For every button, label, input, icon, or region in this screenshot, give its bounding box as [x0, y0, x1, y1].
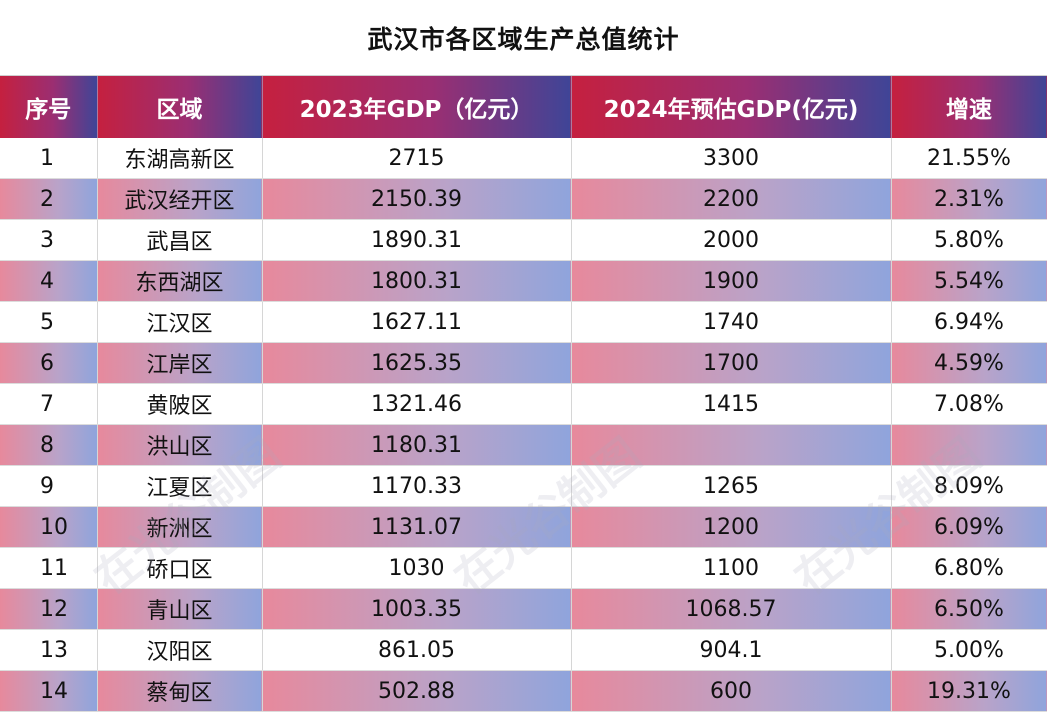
- cell-growth: 5.54%: [891, 260, 1047, 302]
- table-row: 14 蔡甸区 502.88 600 19.31%: [0, 670, 1047, 712]
- header-gdp-2024: 2024年预估GDP(亿元): [571, 76, 892, 138]
- cell-district: 新洲区: [97, 506, 263, 548]
- cell-gdp-2024: 1900: [571, 260, 892, 302]
- cell-district: 武汉经开区: [97, 178, 263, 220]
- cell-index: 12: [0, 588, 98, 630]
- cell-gdp-2024: 3300: [571, 138, 892, 179]
- cell-growth: 7.08%: [891, 383, 1047, 425]
- cell-gdp-2024: 1700: [571, 342, 892, 384]
- table-row: 10 新洲区 1131.07 1200 6.09%: [0, 506, 1047, 548]
- cell-district: 洪山区: [97, 424, 263, 466]
- cell-gdp-2023: 1890.31: [262, 219, 572, 261]
- cell-growth: 5.80%: [891, 219, 1047, 261]
- cell-index: 4: [0, 260, 98, 302]
- cell-growth: 6.94%: [891, 301, 1047, 343]
- cell-gdp-2024: 1740: [571, 301, 892, 343]
- cell-district: 青山区: [97, 588, 263, 630]
- cell-gdp-2023: 2715: [262, 138, 572, 179]
- header-row: 序号 区域 2023年GDP（亿元） 2024年预估GDP(亿元) 增速: [0, 76, 1047, 138]
- cell-gdp-2023: 2150.39: [262, 178, 572, 220]
- cell-growth: 5.00%: [891, 629, 1047, 671]
- cell-gdp-2024: 2000: [571, 219, 892, 261]
- table-row: 5 江汉区 1627.11 1740 6.94%: [0, 301, 1047, 343]
- cell-index: 5: [0, 301, 98, 343]
- cell-gdp-2023: 1627.11: [262, 301, 572, 343]
- cell-index: 9: [0, 465, 98, 507]
- table-title: 武汉市各区域生产总值统计: [0, 0, 1047, 76]
- table-row: 9 江夏区 1170.33 1265 8.09%: [0, 465, 1047, 507]
- cell-gdp-2023: 1003.35: [262, 588, 572, 630]
- cell-gdp-2023: 1030: [262, 547, 572, 589]
- cell-index: 10: [0, 506, 98, 548]
- header-index: 序号: [0, 76, 98, 138]
- cell-gdp-2024: 904.1: [571, 629, 892, 671]
- cell-growth: 2.31%: [891, 178, 1047, 220]
- header-district: 区域: [97, 76, 263, 138]
- table-row: 8 洪山区 1180.31: [0, 424, 1047, 466]
- cell-district: 东湖高新区: [97, 138, 263, 179]
- cell-gdp-2023: 502.88: [262, 670, 572, 712]
- cell-gdp-2023: 861.05: [262, 629, 572, 671]
- cell-index: 6: [0, 342, 98, 384]
- cell-gdp-2023: 1180.31: [262, 424, 572, 466]
- table-row: 2 武汉经开区 2150.39 2200 2.31%: [0, 178, 1047, 220]
- cell-gdp-2024: 1265: [571, 465, 892, 507]
- cell-index: 1: [0, 138, 98, 179]
- cell-gdp-2024: 1068.57: [571, 588, 892, 630]
- cell-growth: 21.55%: [891, 138, 1047, 179]
- cell-gdp-2024: 600: [571, 670, 892, 712]
- cell-gdp-2023: 1321.46: [262, 383, 572, 425]
- cell-district: 蔡甸区: [97, 670, 263, 712]
- cell-district: 江岸区: [97, 342, 263, 384]
- cell-district: 汉阳区: [97, 629, 263, 671]
- cell-growth: 4.59%: [891, 342, 1047, 384]
- table-row: 1 东湖高新区 2715 3300 21.55%: [0, 138, 1047, 179]
- cell-index: 3: [0, 219, 98, 261]
- table-row: 7 黄陂区 1321.46 1415 7.08%: [0, 383, 1047, 425]
- cell-gdp-2024: 1415: [571, 383, 892, 425]
- cell-index: 8: [0, 424, 98, 466]
- cell-gdp-2024: 2200: [571, 178, 892, 220]
- table-row: 11 硚口区 1030 1100 6.80%: [0, 547, 1047, 589]
- cell-district: 江夏区: [97, 465, 263, 507]
- header-growth: 增速: [891, 76, 1047, 138]
- cell-gdp-2023: 1131.07: [262, 506, 572, 548]
- header-gdp-2023: 2023年GDP（亿元）: [262, 76, 572, 138]
- table-row: 12 青山区 1003.35 1068.57 6.50%: [0, 588, 1047, 630]
- cell-index: 14: [0, 670, 98, 712]
- cell-growth: 6.50%: [891, 588, 1047, 630]
- cell-district: 黄陂区: [97, 383, 263, 425]
- cell-growth: 6.80%: [891, 547, 1047, 589]
- cell-gdp-2024: 1200: [571, 506, 892, 548]
- cell-district: 硚口区: [97, 547, 263, 589]
- cell-growth: 6.09%: [891, 506, 1047, 548]
- cell-growth: [891, 424, 1047, 466]
- cell-gdp-2023: 1800.31: [262, 260, 572, 302]
- cell-gdp-2024: 1100: [571, 547, 892, 589]
- gdp-table: 序号 区域 2023年GDP（亿元） 2024年预估GDP(亿元) 增速 1 东湖…: [0, 76, 1047, 712]
- table-body: 1 东湖高新区 2715 3300 21.55% 2 武汉经开区 2150.39 2200 2.3…: [0, 138, 1047, 712]
- cell-growth: 8.09%: [891, 465, 1047, 507]
- cell-index: 2: [0, 178, 98, 220]
- cell-gdp-2023: 1625.35: [262, 342, 572, 384]
- table-row: 6 江岸区 1625.35 1700 4.59%: [0, 342, 1047, 384]
- table-row: 4 东西湖区 1800.31 1900 5.54%: [0, 260, 1047, 302]
- cell-index: 13: [0, 629, 98, 671]
- cell-index: 11: [0, 547, 98, 589]
- cell-growth: 19.31%: [891, 670, 1047, 712]
- cell-district: 江汉区: [97, 301, 263, 343]
- cell-index: 7: [0, 383, 98, 425]
- cell-district: 武昌区: [97, 219, 263, 261]
- cell-gdp-2023: 1170.33: [262, 465, 572, 507]
- table-row: 13 汉阳区 861.05 904.1 5.00%: [0, 629, 1047, 671]
- table-row: 3 武昌区 1890.31 2000 5.80%: [0, 219, 1047, 261]
- cell-district: 东西湖区: [97, 260, 263, 302]
- cell-gdp-2024: [571, 424, 892, 466]
